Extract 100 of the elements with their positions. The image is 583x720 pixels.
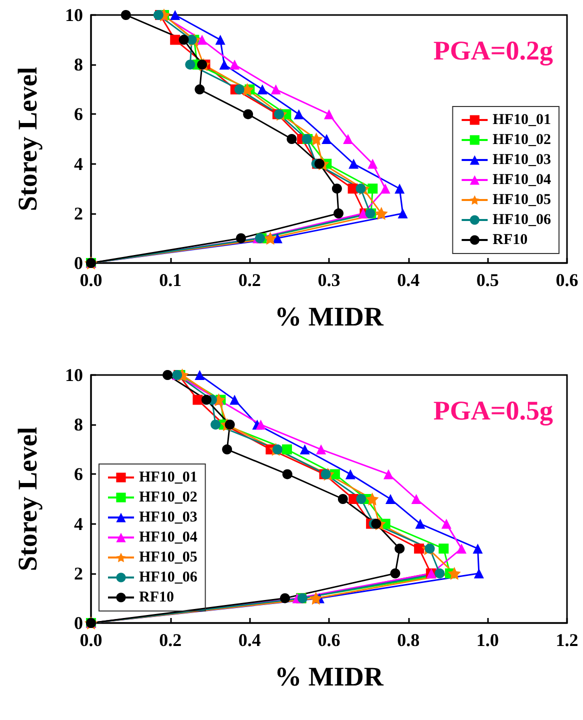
point <box>170 10 180 20</box>
x-tick-label: 1.2 <box>556 630 578 650</box>
x-tick-label: 0.6 <box>556 270 578 290</box>
y-tick-label: 8 <box>74 54 83 75</box>
point <box>356 494 366 504</box>
point <box>310 132 323 146</box>
point <box>264 232 277 245</box>
x-tick-label: 0.1 <box>159 270 182 290</box>
point <box>456 544 466 554</box>
point <box>438 544 449 554</box>
point <box>194 84 205 94</box>
x-axis-title: % MIDR <box>274 302 384 332</box>
x-tick-label: 0.5 <box>476 270 499 290</box>
point <box>384 469 394 480</box>
point <box>282 469 292 480</box>
point <box>243 109 254 120</box>
x-axis-title: % MIDR <box>274 662 384 692</box>
point <box>210 420 221 430</box>
x-tick-label: 0.0 <box>80 630 102 650</box>
point <box>368 184 378 194</box>
y-axis-title: Storey Level <box>12 66 42 212</box>
legend-label: HF10_05 <box>492 192 552 208</box>
point <box>472 544 483 554</box>
point <box>343 134 354 144</box>
legend-label: HF10_02 <box>139 490 198 506</box>
x-tick-label: 0.6 <box>318 630 340 650</box>
point <box>197 34 208 45</box>
point <box>178 34 189 45</box>
x-tick-label: 1.0 <box>476 630 499 650</box>
legend-label: HF10_01 <box>492 112 552 128</box>
y-tick-label: 2 <box>74 563 83 584</box>
legend-label: HF10_06 <box>492 212 552 228</box>
point <box>356 184 366 194</box>
point <box>120 10 131 20</box>
point <box>192 394 203 405</box>
point <box>280 593 290 604</box>
point <box>230 60 240 70</box>
point <box>332 184 342 194</box>
x-tick-label: 0.4 <box>397 270 420 290</box>
y-tick-label: 0 <box>74 253 83 273</box>
point <box>224 420 235 430</box>
point <box>270 84 281 94</box>
point <box>415 518 426 529</box>
point <box>380 184 390 194</box>
point <box>309 592 322 605</box>
legend-label: HF10_03 <box>492 152 552 168</box>
legend-label: HF10_01 <box>139 470 198 486</box>
point <box>322 134 332 144</box>
point <box>394 544 405 554</box>
point <box>286 134 297 144</box>
annotation: PGA=0.5g <box>433 396 554 426</box>
point <box>345 469 356 480</box>
point <box>434 568 445 578</box>
point <box>448 566 461 580</box>
point <box>324 109 334 120</box>
y-tick-label: 8 <box>74 414 83 435</box>
point <box>390 568 400 578</box>
x-tick-label: 0.8 <box>397 630 420 650</box>
point <box>385 494 396 504</box>
point <box>424 544 435 554</box>
point <box>230 394 240 405</box>
legend-label: HF10_03 <box>139 510 198 526</box>
point <box>282 444 292 454</box>
point <box>348 158 359 169</box>
y-tick-label: 10 <box>65 365 83 385</box>
point <box>411 494 422 504</box>
x-tick-label: 0.4 <box>238 630 261 650</box>
point <box>398 208 408 218</box>
point <box>197 60 208 70</box>
point <box>338 494 348 504</box>
point <box>256 420 266 430</box>
x-tick-label: 0.2 <box>159 630 182 650</box>
point <box>414 544 424 554</box>
point <box>272 444 282 454</box>
point <box>300 444 310 454</box>
legend-label: RF10 <box>492 232 528 248</box>
legend-label: HF10_05 <box>139 550 198 566</box>
point <box>371 518 382 529</box>
point <box>474 568 484 578</box>
point <box>236 233 246 244</box>
y-tick-label: 6 <box>74 464 83 484</box>
point <box>294 109 304 120</box>
x-tick-label: 0.0 <box>80 270 102 290</box>
x-tick-label: 0.2 <box>238 270 261 290</box>
legend-label: HF10_04 <box>492 172 552 188</box>
y-tick-label: 2 <box>74 203 83 224</box>
point <box>368 158 378 169</box>
point <box>334 208 344 218</box>
point <box>222 444 232 454</box>
y-tick-label: 4 <box>74 514 83 534</box>
point <box>170 34 180 45</box>
y-tick-label: 6 <box>74 104 83 124</box>
y-tick-label: 0 <box>74 613 83 633</box>
point <box>257 84 268 94</box>
point <box>194 370 205 380</box>
point <box>219 60 230 70</box>
point <box>316 444 326 454</box>
point <box>162 370 173 380</box>
point <box>234 84 244 94</box>
point <box>185 60 196 70</box>
